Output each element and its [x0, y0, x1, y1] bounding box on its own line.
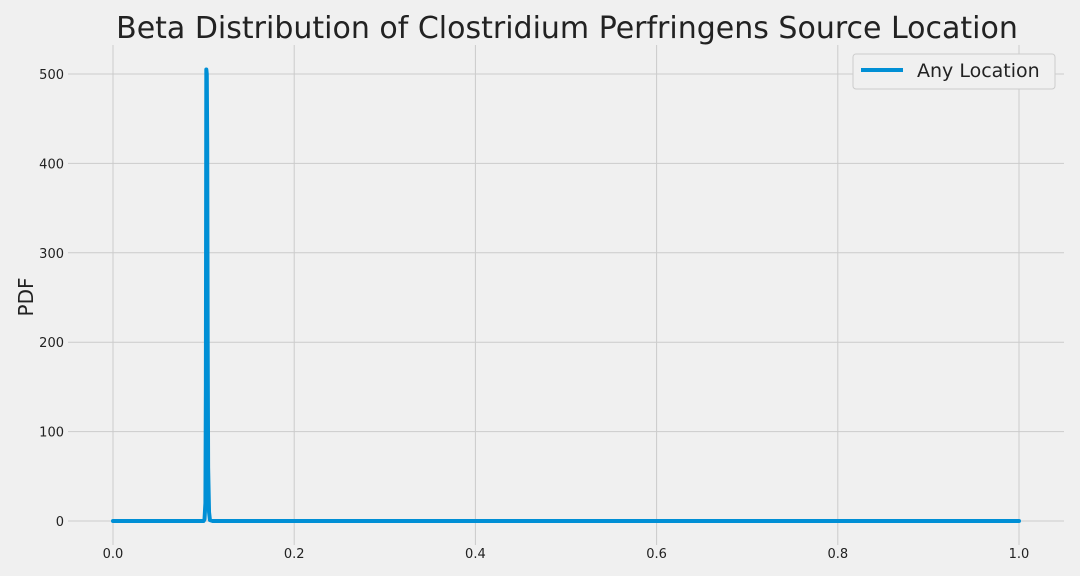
- y-tick-label: 400: [39, 157, 64, 172]
- x-tick-label: 0.8: [827, 547, 848, 562]
- legend: Any Location: [852, 53, 1056, 90]
- x-axis-ticks: 0.0 0.2 0.4 0.6 0.8 1.0: [103, 547, 1030, 562]
- legend-label: Any Location: [917, 60, 1040, 82]
- x-tick-label: 0.6: [646, 547, 667, 562]
- legend-box: [852, 53, 1056, 90]
- series-layer: [111, 67, 1021, 523]
- y-tick-label: 500: [39, 68, 64, 83]
- x-tick-label: 1.0: [1009, 547, 1030, 562]
- x-tick-label: 0.2: [284, 547, 305, 562]
- series-line-any-location: [111, 67, 1021, 523]
- x-tick-label: 0.0: [103, 547, 124, 562]
- chart-title: Beta Distribution of Clostridium Perfrin…: [116, 11, 1018, 46]
- y-axis-label: PDF: [14, 278, 38, 317]
- y-tick-label: 100: [39, 426, 64, 441]
- y-tick-label: 0: [56, 515, 64, 530]
- y-tick-label: 200: [39, 336, 64, 351]
- y-tick-label: 300: [39, 247, 64, 262]
- x-tick-label: 0.4: [465, 547, 486, 562]
- y-axis-ticks: 0 100 200 300 400 500: [39, 68, 64, 530]
